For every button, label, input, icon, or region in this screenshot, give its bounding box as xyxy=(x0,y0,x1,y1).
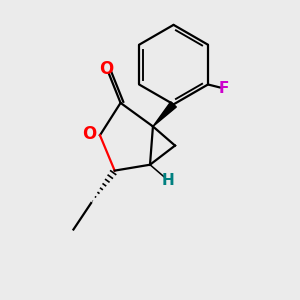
Text: F: F xyxy=(219,81,230,96)
Text: O: O xyxy=(99,60,113,78)
Text: O: O xyxy=(82,125,96,143)
Text: H: H xyxy=(162,173,175,188)
Polygon shape xyxy=(153,102,176,126)
